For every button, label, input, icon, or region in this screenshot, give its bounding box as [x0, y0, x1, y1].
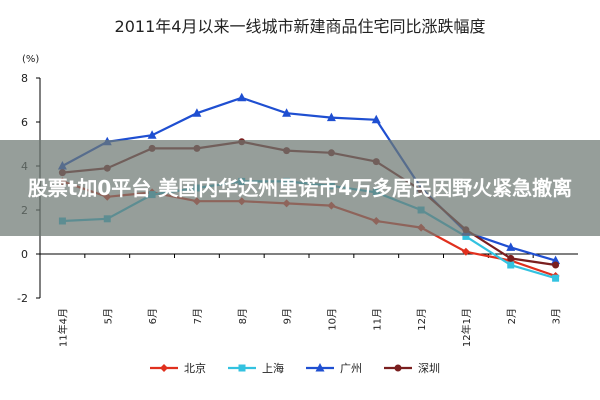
data-point [506, 242, 516, 251]
x-tick-label: 6月 [147, 308, 159, 324]
overlay-text: 股票t加0平台 美国内华达州里诺市4万多居民因野火紧急撤离 [27, 176, 573, 200]
x-tick-label: 7月 [192, 308, 204, 324]
legend-label: 广州 [340, 362, 362, 375]
data-point [507, 254, 515, 262]
x-tick-label: 3月 [551, 308, 563, 324]
legend-label: 上海 [262, 361, 284, 375]
data-point [507, 261, 515, 269]
x-tick-label: 11月 [371, 308, 383, 331]
data-point [552, 274, 560, 282]
data-point [551, 255, 561, 265]
x-tick-label: 5月 [102, 308, 114, 324]
chart-title: 2011年4月以来一线城市新建商品住宅同比涨跌幅度 [115, 17, 486, 36]
x-tick-label: 11年4月 [56, 308, 69, 347]
legend-label: 北京 [184, 361, 206, 375]
x-tick-label: 8月 [237, 308, 249, 324]
x-tick-label: 9月 [282, 308, 294, 324]
legend-label: 深圳 [418, 362, 440, 375]
data-point [147, 130, 157, 139]
data-point [237, 92, 247, 102]
y-tick-label: 8 [21, 72, 28, 85]
data-point [552, 261, 560, 269]
y-axis-label: (%) [22, 54, 39, 65]
legend-marker [394, 364, 402, 372]
data-point [371, 114, 381, 124]
x-tick-label: 2月 [506, 308, 518, 324]
x-tick-label: 12月 [416, 308, 428, 331]
y-tick-label: 0 [21, 248, 28, 261]
data-point [462, 232, 470, 240]
legend-marker [315, 363, 325, 372]
y-tick-label: 6 [21, 116, 28, 129]
data-point [326, 112, 336, 122]
legend-marker [238, 364, 246, 372]
x-tick-label: 10月 [326, 308, 338, 331]
data-point [282, 108, 292, 117]
data-point [461, 247, 470, 256]
legend-marker [160, 364, 168, 372]
data-point [192, 108, 202, 117]
overlay-banner: 股票t加0平台 美国内华达州里诺市4万多居民因野火紧急撤离 [0, 140, 600, 236]
y-tick-label: -2 [17, 292, 28, 305]
x-tick-label: 12年1月 [460, 308, 473, 347]
